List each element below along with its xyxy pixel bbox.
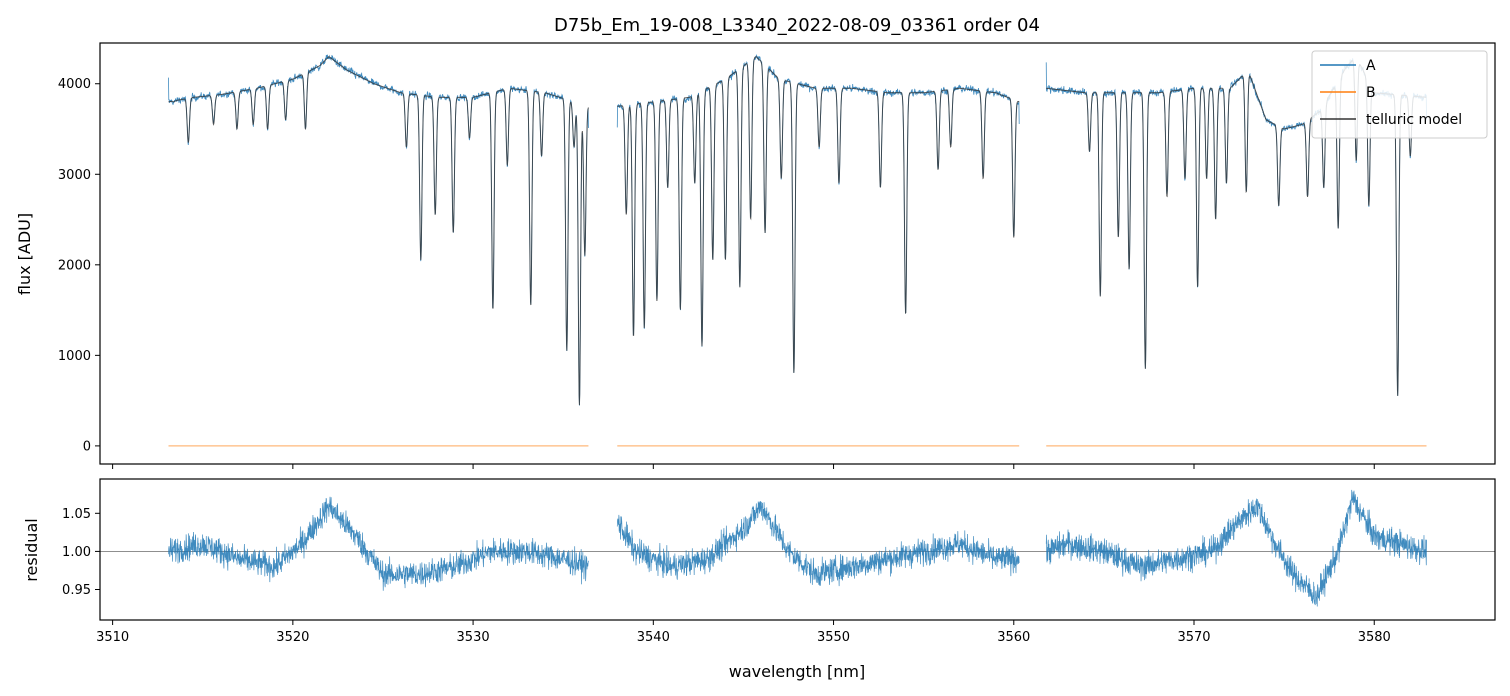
- residual-y-axis: 0.95 1.00 1.05: [62, 507, 100, 598]
- flux-y-tick-label: 3000: [58, 168, 91, 183]
- flux-y-axis-label: flux [ADU]: [15, 213, 34, 295]
- telluric-model-line-1: [168, 56, 589, 406]
- x-tick-label: 3560: [997, 630, 1030, 645]
- flux-series-layer: [168, 53, 1427, 447]
- flux-panel: 0 1000 2000 3000 4000 flux [ADU] A B telluri…: [15, 42, 1496, 469]
- residual-y-tick-label: 1.05: [62, 507, 91, 522]
- legend-label-telluric-model: telluric model: [1366, 112, 1462, 128]
- residual-panel: 0.95 1.00 1.05 3510 3520 3530 3540 3550 3560 357…: [22, 478, 1496, 681]
- legend: A B telluric model: [1311, 50, 1488, 139]
- flux-plot-frame: [99, 42, 1496, 465]
- residual-lines: [168, 489, 1427, 607]
- flux-y-axis: 0 1000 2000 3000 4000: [58, 77, 100, 454]
- x-tick-label: 3550: [817, 630, 850, 645]
- residual-y-axis-label: residual: [22, 518, 41, 581]
- flux-y-tick-label: 2000: [58, 258, 91, 273]
- legend-box: [1311, 50, 1488, 139]
- legend-label-a: A: [1366, 58, 1376, 74]
- x-tick-label: 3540: [637, 630, 670, 645]
- x-tick-label: 3580: [1358, 630, 1391, 645]
- flux-x-axis: [112, 464, 1375, 469]
- legend-label-b: B: [1366, 85, 1376, 101]
- residual-line-2: [616, 501, 1020, 587]
- flux-y-tick-label: 0: [83, 439, 91, 454]
- chart-title: D75b_Em_19-008_L3340_2022-08-09_03361 or…: [554, 15, 1040, 36]
- x-tick-label: 3520: [276, 630, 309, 645]
- x-tick-label: 3570: [1177, 630, 1210, 645]
- telluric-model-line-2: [617, 56, 1020, 373]
- x-tick-label: 3510: [96, 630, 129, 645]
- residual-y-tick-label: 1.00: [62, 545, 91, 560]
- telluric-model-lines: [168, 56, 1427, 406]
- flux-y-tick-label: 1000: [58, 349, 91, 364]
- residual-series-layer: [100, 489, 1495, 607]
- residual-y-tick-label: 0.95: [62, 583, 91, 598]
- flux-y-tick-label: 4000: [58, 77, 91, 92]
- series-a-lines: [168, 53, 1427, 406]
- residual-x-axis: 3510 3520 3530 3540 3550 3560 3570 3580: [96, 620, 1391, 645]
- residual-line-3: [1045, 489, 1427, 607]
- residual-plot-frame: [99, 478, 1496, 621]
- x-tick-label: 3530: [457, 630, 490, 645]
- series-a-line-1: [168, 54, 589, 406]
- x-axis-label: wavelength [nm]: [729, 662, 866, 681]
- residual-line-1: [168, 496, 589, 591]
